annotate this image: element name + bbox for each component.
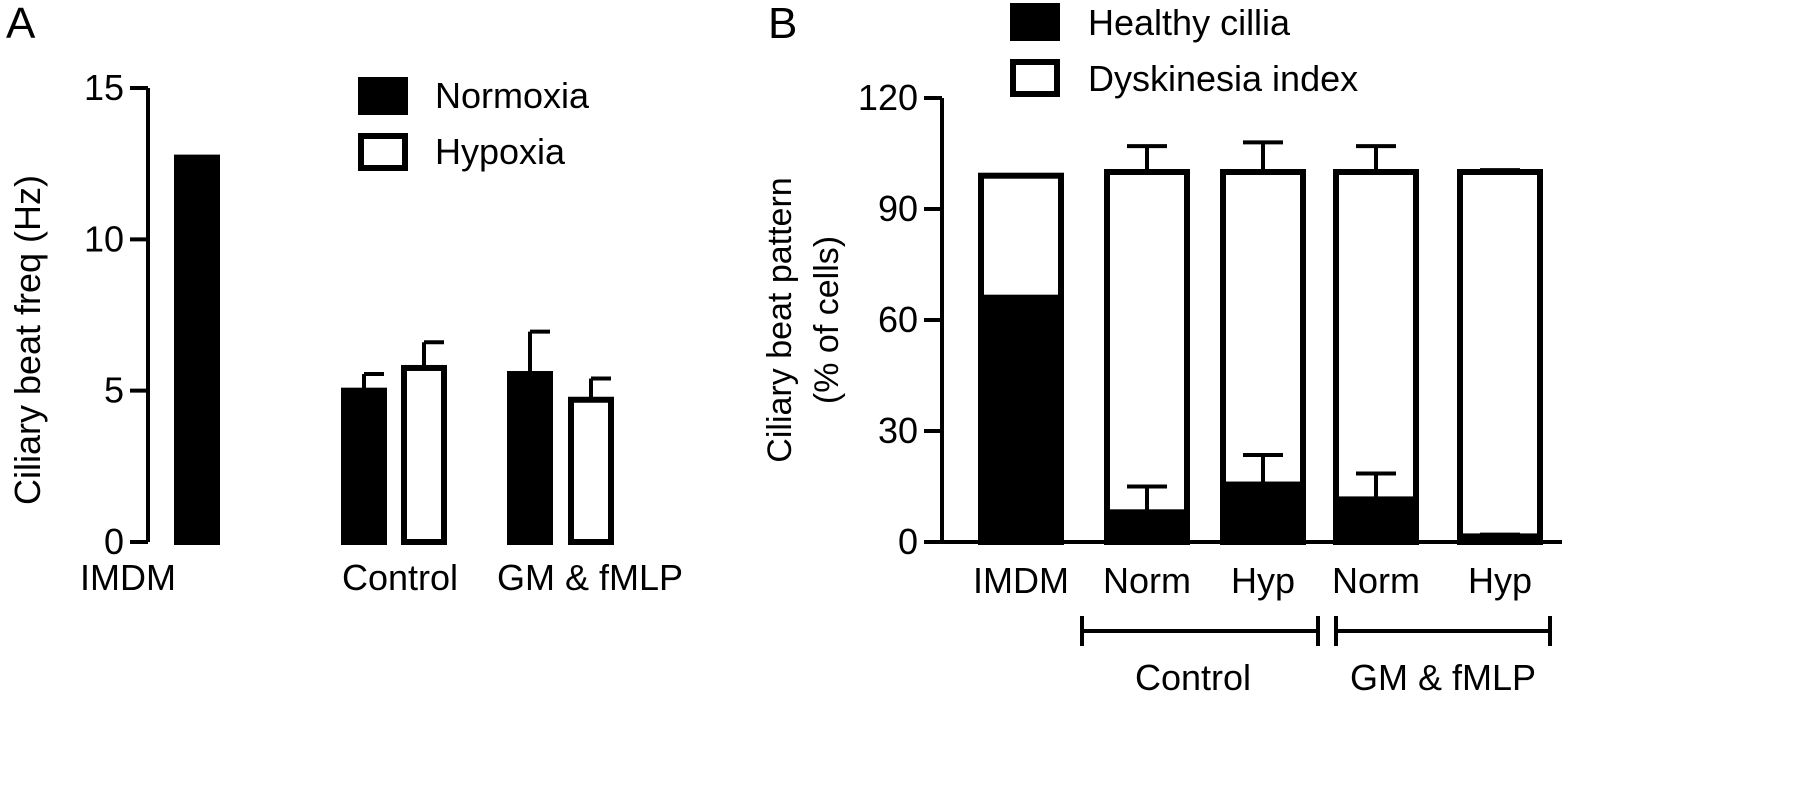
panel-b-bar-healthy xyxy=(1333,496,1419,546)
panel-b-group-label: GM & fMLP xyxy=(1350,657,1536,698)
panel-a-y-tick-label: 5 xyxy=(104,370,124,411)
panel-a-legend-label: Hypoxia xyxy=(435,131,566,172)
panel-b-y-tick-label: 30 xyxy=(878,410,918,451)
panel-b-bar-dyskinesia xyxy=(1104,169,1190,516)
panel-b-bar-healthy xyxy=(1104,509,1190,546)
panel-b-bar-healthy xyxy=(978,294,1064,545)
panel-a-bar xyxy=(507,371,553,545)
panel-b-group-label: Control xyxy=(1135,657,1251,698)
panel-b-legend-swatch xyxy=(1010,59,1060,97)
panel-b-bar-healthy xyxy=(1457,533,1543,546)
panel-b-x-tick-label: Hyp xyxy=(1468,560,1532,601)
panel-a-y-axis-label: Ciliary beat freq (Hz) xyxy=(7,175,48,505)
panel-a-y-tick-label: 10 xyxy=(84,218,124,259)
panel-b-y-axis-label-line2: (% of cells) xyxy=(808,236,846,404)
panel-b-x-tick-label: Norm xyxy=(1332,560,1420,601)
panel-a-legend-swatch xyxy=(358,77,408,115)
panel-b-y-tick-label: 0 xyxy=(898,521,918,562)
panel-b-group-brackets: Control GM & fMLP xyxy=(1080,616,1552,698)
panel-b-chart: B Ciliary beat pattern (% of cells) Heal… xyxy=(761,0,1562,698)
panel-b-bar-dyskinesia xyxy=(1220,169,1306,488)
panel-a-bar xyxy=(174,154,220,545)
panel-b-x-tick-label: Norm xyxy=(1103,560,1191,601)
panel-b-x-tick-labels: IMDM Norm Hyp Norm Hyp xyxy=(973,560,1532,601)
panel-b-y-tick-label: 120 xyxy=(858,77,918,118)
panel-a-bar xyxy=(568,396,614,545)
panel-a-legend: Normoxia Hypoxia xyxy=(358,75,590,172)
panel-a-x-tick-labels: IMDM Control GM & fMLP xyxy=(80,557,683,598)
panel-a-y-axis: 0 5 10 15 xyxy=(84,67,150,562)
panel-b-y-axis-label-line1: Ciliary beat pattern xyxy=(761,177,799,462)
panel-a-y-tick-label: 0 xyxy=(104,521,124,562)
panel-a-x-tick-label: GM & fMLP xyxy=(497,557,683,598)
panel-a-x-tick-label: IMDM xyxy=(80,557,176,598)
panel-b-bar-dyskinesia xyxy=(1333,169,1419,503)
panel-a-legend-swatch xyxy=(358,133,408,171)
panel-b-legend-label: Dyskinesia index xyxy=(1088,58,1358,99)
panel-b-x-tick-label: IMDM xyxy=(973,560,1069,601)
panel-b-y-tick-label: 90 xyxy=(878,188,918,229)
panel-b-legend-label: Healthy cillia xyxy=(1088,2,1291,43)
panel-b-y-tick-label: 60 xyxy=(878,299,918,340)
panel-b-label: B xyxy=(768,0,797,48)
panel-b-x-tick-label: Hyp xyxy=(1231,560,1295,601)
panel-a-legend-label: Normoxia xyxy=(435,75,590,116)
panel-b-y-axis: 0 30 60 90 120 xyxy=(858,77,1562,562)
panel-a-bar xyxy=(341,387,387,545)
panel-b-bar-dyskinesia xyxy=(1457,169,1543,540)
panel-a-label: A xyxy=(6,0,36,48)
panel-b-bar-dyskinesia xyxy=(978,172,1064,301)
panel-b-legend: Healthy cillia Dyskinesia index xyxy=(1010,2,1358,99)
panel-a-x-tick-label: Control xyxy=(342,557,458,598)
panel-a-bar xyxy=(401,364,447,546)
panel-b-legend-swatch xyxy=(1010,3,1060,41)
panel-b-bar-healthy xyxy=(1220,481,1306,545)
panel-a-chart: A Ciliary beat freq (Hz) Normoxia Hypoxia… xyxy=(6,0,683,598)
panel-a-y-tick-label: 15 xyxy=(84,67,124,108)
panel-a-bars xyxy=(174,154,614,546)
panel-b-bars xyxy=(978,140,1543,546)
